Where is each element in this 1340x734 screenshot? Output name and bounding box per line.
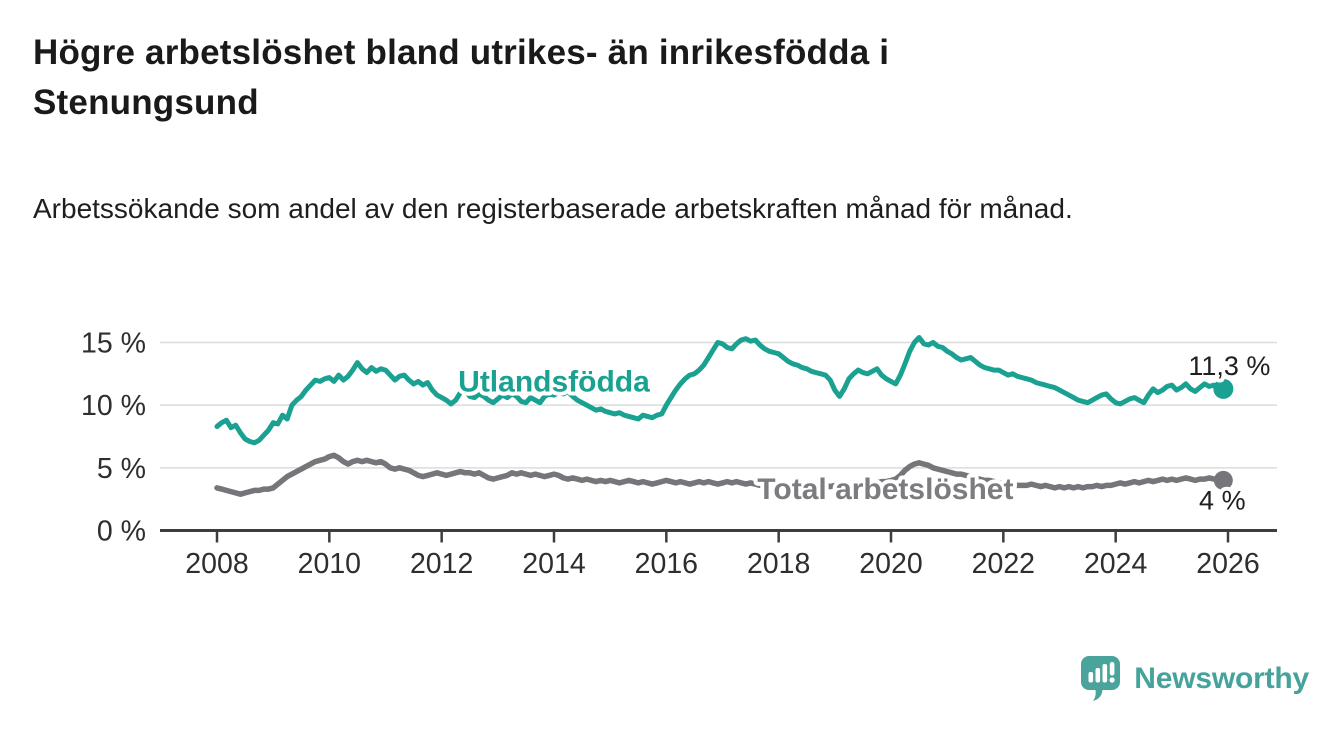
series-line: [214, 452, 1227, 497]
series-end-dot: [1213, 470, 1233, 490]
x-tick-label: 2014: [522, 548, 586, 580]
logo-exclamation-stroke: [1110, 662, 1115, 676]
x-tick-label: 2024: [1084, 548, 1148, 580]
x-tick-label: 2016: [635, 548, 698, 580]
y-tick-label: 15 %: [81, 328, 146, 360]
x-tick-label: 2018: [747, 548, 810, 580]
newsworthy-branding: Newsworthy: [1080, 655, 1309, 702]
x-tick-label: 2026: [1196, 548, 1259, 580]
logo-bar-small: [1088, 672, 1094, 683]
x-tick-label: 2010: [298, 548, 361, 580]
y-tick-label: 10 %: [81, 390, 146, 422]
y-tick-label: 0 %: [97, 516, 146, 548]
logo-bar-medium: [1095, 668, 1101, 683]
series-line: [214, 335, 1226, 446]
logo-bar-large: [1102, 664, 1108, 683]
newsworthy-logo-icon: [1081, 656, 1121, 701]
logo-exclamation-dot: [1109, 677, 1115, 683]
end-value-label: 4 %: [1199, 485, 1246, 515]
series-end-dot: [1213, 378, 1234, 399]
x-tick-label: 2012: [410, 548, 473, 580]
x-tick-label: 2022: [972, 548, 1035, 580]
series-label: Total arbetslöshet: [757, 473, 1013, 506]
page-title: Högre arbetslöshet bland utrikes- än inr…: [33, 33, 890, 122]
brand-name: Newsworthy: [1134, 661, 1309, 695]
x-tick-label: 2008: [185, 548, 248, 580]
y-tick-label: 5 %: [97, 453, 146, 485]
chart-subtitle: Arbetssökande som andel av den registerb…: [33, 193, 1073, 224]
end-value-label: 11,3 %: [1188, 351, 1270, 381]
x-tick-label: 2020: [859, 548, 922, 580]
series-label: Utlandsfödda: [458, 365, 650, 398]
